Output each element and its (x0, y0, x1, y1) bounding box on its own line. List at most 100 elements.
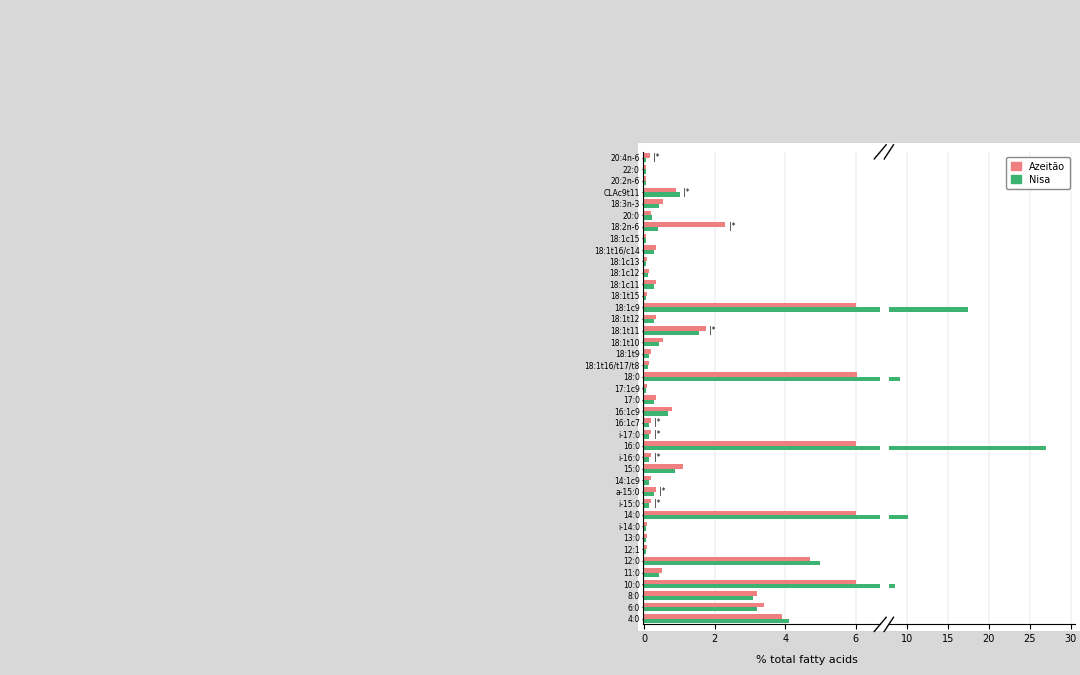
Bar (825, 360, 826, 365)
Bar (645, 591, 757, 595)
Bar (645, 457, 649, 462)
Bar (825, 603, 853, 607)
Bar (645, 372, 858, 377)
Text: |*: |* (654, 453, 661, 462)
Bar (645, 430, 650, 434)
Bar (645, 181, 646, 185)
Bar (825, 400, 827, 404)
Bar (825, 280, 827, 284)
Bar (825, 557, 864, 561)
Bar (825, 250, 827, 254)
Bar (645, 396, 656, 400)
Bar (645, 595, 754, 600)
Bar (645, 464, 683, 469)
Bar (825, 222, 843, 227)
Text: |*: |* (710, 326, 716, 335)
Bar (825, 153, 826, 158)
Bar (645, 572, 659, 577)
Bar (825, 614, 856, 618)
Bar (645, 280, 656, 284)
Bar (825, 568, 829, 572)
Bar (825, 572, 828, 577)
Bar (645, 526, 646, 531)
Bar (645, 538, 647, 542)
Bar (645, 492, 654, 496)
Bar (825, 487, 827, 492)
Text: |*: |* (729, 222, 735, 232)
Bar (645, 192, 679, 196)
Bar (645, 342, 659, 346)
Bar (645, 446, 1080, 450)
Bar (645, 499, 650, 504)
Bar (645, 549, 646, 554)
Bar (645, 296, 647, 300)
Bar (825, 188, 833, 192)
Bar (825, 453, 826, 457)
Bar (825, 199, 829, 204)
Bar (645, 261, 647, 266)
Bar (645, 234, 646, 238)
Bar (645, 153, 650, 158)
Bar (825, 510, 874, 515)
Bar (645, 169, 646, 173)
Bar (825, 591, 851, 595)
Bar (825, 396, 827, 400)
Bar (645, 510, 855, 515)
Bar (825, 407, 832, 411)
Bar (645, 204, 659, 208)
Bar (645, 453, 650, 457)
Bar (825, 469, 833, 473)
Bar (825, 307, 968, 312)
Text: |*: |* (683, 188, 690, 196)
Bar (645, 568, 662, 572)
Text: |*: |* (654, 418, 661, 427)
Bar (645, 365, 648, 369)
Text: % total fatty acids: % total fatty acids (756, 655, 858, 665)
Bar (645, 215, 652, 219)
Bar (645, 360, 649, 365)
Bar (825, 192, 833, 196)
Bar (825, 515, 908, 519)
Bar (645, 434, 649, 439)
Bar (645, 319, 654, 323)
Bar (825, 441, 874, 446)
Bar (825, 319, 827, 323)
Text: |*: |* (653, 153, 660, 162)
Bar (645, 557, 810, 561)
Bar (645, 211, 650, 215)
Bar (825, 227, 828, 231)
Bar (645, 487, 656, 492)
Bar (645, 481, 649, 485)
Bar (645, 400, 654, 404)
Bar (825, 464, 834, 469)
Bar (645, 614, 782, 618)
Bar (645, 407, 672, 411)
Bar (825, 430, 826, 434)
Bar (645, 545, 647, 549)
Bar (645, 165, 646, 169)
Bar (825, 618, 859, 623)
Bar (645, 188, 676, 192)
Bar (645, 618, 788, 623)
Bar (645, 411, 669, 416)
Bar (825, 211, 826, 215)
Bar (645, 273, 648, 277)
Bar (645, 418, 650, 423)
Bar (825, 215, 827, 219)
Bar (645, 176, 646, 181)
Bar (645, 292, 647, 296)
Bar (825, 418, 826, 423)
Bar (645, 423, 649, 427)
Bar (825, 246, 827, 250)
Bar (645, 315, 656, 319)
Bar (825, 411, 831, 416)
Bar (825, 476, 826, 481)
Bar (825, 595, 850, 600)
Bar (825, 377, 901, 381)
Bar (825, 342, 828, 346)
Bar (645, 246, 656, 250)
Bar (645, 303, 855, 307)
Legend: Azeitão, Nisa: Azeitão, Nisa (1007, 157, 1069, 190)
Text: |*: |* (660, 487, 666, 496)
Bar (645, 584, 947, 589)
